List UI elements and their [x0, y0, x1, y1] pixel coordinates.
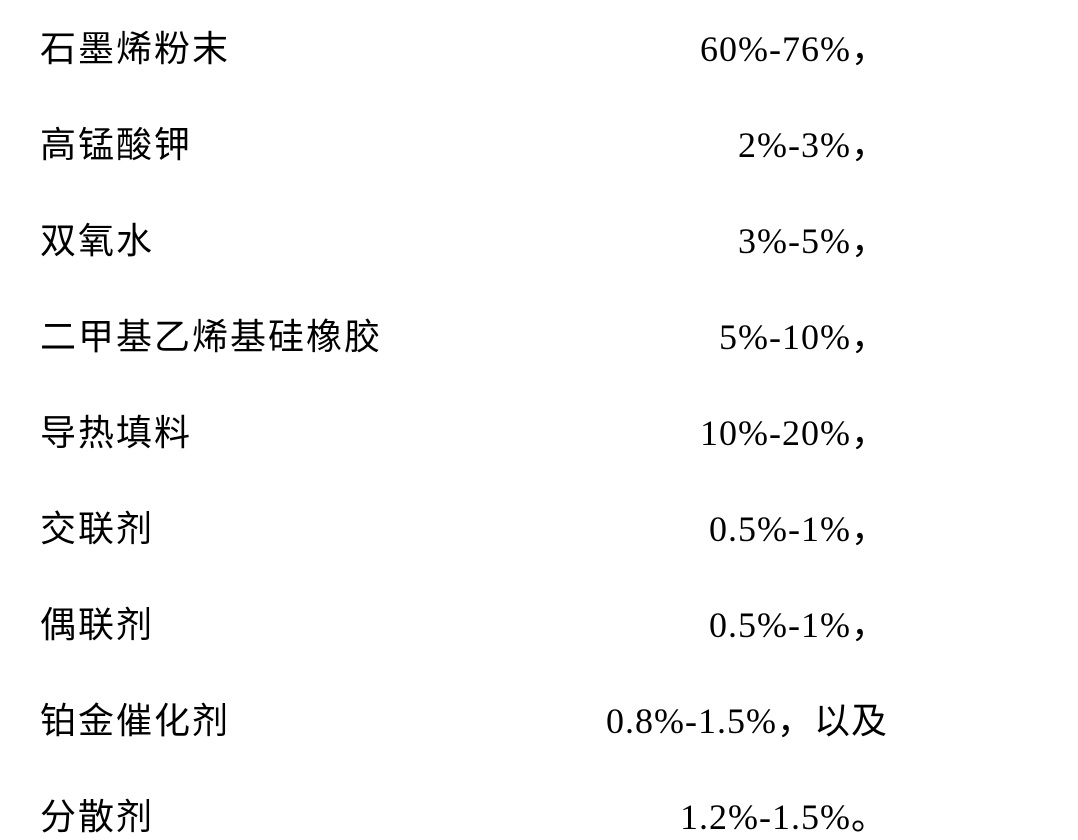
table-row: 双氧水 3%-5%，: [40, 212, 1038, 264]
ingredient-value: 3%-5%，: [738, 212, 1038, 264]
ingredient-label: 石墨烯粉末: [40, 20, 230, 72]
ingredient-value: 60%-76%，: [700, 20, 1038, 72]
ingredient-value: 10%-20%，: [700, 404, 1038, 456]
ingredient-value: 5%-10%，: [719, 308, 1038, 360]
ingredient-label: 交联剂: [40, 500, 154, 552]
ingredient-value: 1.2%-1.5%。: [680, 788, 1038, 840]
table-row: 导热填料 10%-20%，: [40, 404, 1038, 456]
ingredient-value: 0.5%-1%，: [709, 500, 1038, 552]
table-row: 铂金催化剂 0.8%-1.5%，以及: [40, 692, 1038, 744]
composition-table: 石墨烯粉末 60%-76%， 高锰酸钾 2%-3%， 双氧水 3%-5%， 二甲…: [40, 20, 1038, 840]
ingredient-label: 铂金催化剂: [40, 692, 230, 744]
table-row: 石墨烯粉末 60%-76%，: [40, 20, 1038, 72]
table-row: 偶联剂 0.5%-1%，: [40, 596, 1038, 648]
ingredient-label: 导热填料: [40, 404, 192, 456]
ingredient-value: 2%-3%，: [738, 116, 1038, 168]
ingredient-label: 二甲基乙烯基硅橡胶: [40, 308, 382, 360]
table-row: 分散剂 1.2%-1.5%。: [40, 788, 1038, 840]
ingredient-value: 0.5%-1%，: [709, 596, 1038, 648]
ingredient-label: 高锰酸钾: [40, 116, 192, 168]
table-row: 高锰酸钾 2%-3%，: [40, 116, 1038, 168]
ingredient-value: 0.8%-1.5%，以及: [606, 692, 1038, 744]
table-row: 二甲基乙烯基硅橡胶 5%-10%，: [40, 308, 1038, 360]
table-row: 交联剂 0.5%-1%，: [40, 500, 1038, 552]
ingredient-label: 偶联剂: [40, 596, 154, 648]
ingredient-label: 分散剂: [40, 788, 154, 840]
ingredient-label: 双氧水: [40, 212, 154, 264]
